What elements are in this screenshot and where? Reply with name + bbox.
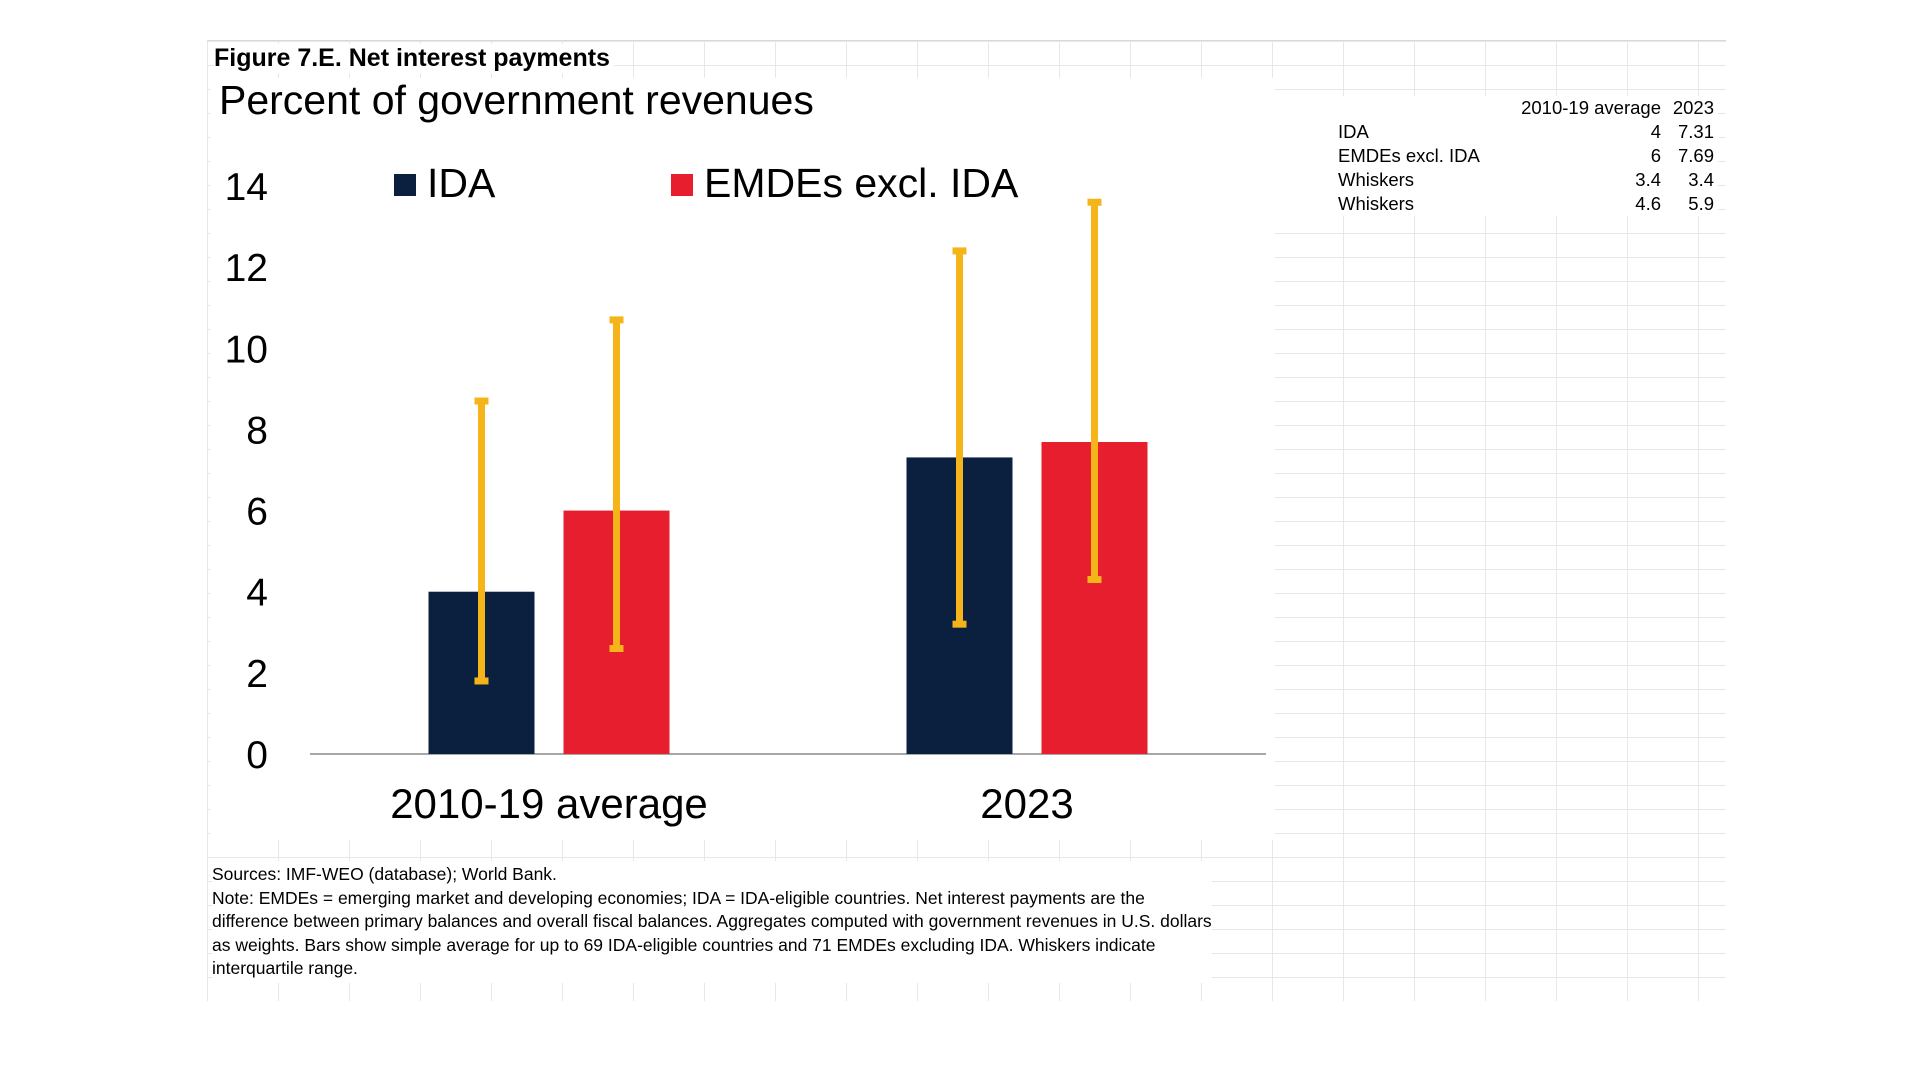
chart-notes: Sources: IMF-WEO (database); World Bank.… [212, 861, 1212, 983]
legend-label: EMDEs excl. IDA [704, 160, 1019, 206]
table-header-cell: 2010-19 average [1521, 97, 1661, 118]
figure-title: Figure 7.E. Net interest payments [214, 44, 614, 73]
table-cell: IDA [1338, 121, 1369, 142]
table-row: Whiskers 4.6 5.9 [1268, 192, 1718, 216]
table-cell: 4 [1650, 121, 1661, 142]
legend-swatch [394, 174, 416, 196]
legend-label: IDA [427, 160, 496, 206]
y-tick-label: 12 [225, 247, 268, 290]
table-cell: 3.4 [1688, 169, 1714, 190]
table-cell: 3.4 [1635, 169, 1661, 190]
table-row: IDA 4 7.31 [1268, 120, 1718, 144]
chart-area: Percent of government revenues 0 2 4 6 8 10 12 1… [210, 78, 1275, 840]
y-tick-label: 0 [246, 734, 268, 777]
table-header-row: 2010-19 average 2023 [1268, 96, 1718, 120]
y-tick-label: 2 [246, 653, 268, 696]
y-tick-label: 14 [225, 166, 268, 209]
table-cell: EMDEs excl. IDA [1338, 145, 1480, 166]
table-row: Whiskers 3.4 3.4 [1268, 168, 1718, 192]
y-tick-label: 4 [246, 572, 268, 615]
chart-title: Percent of government revenues [219, 78, 814, 123]
note-text: Note: EMDEs = emerging market and develo… [212, 887, 1212, 979]
table-cell: 7.69 [1677, 145, 1714, 166]
table-row: EMDEs excl. IDA 6 7.69 [1268, 144, 1718, 168]
table-header-cell: 2023 [1672, 97, 1714, 118]
table-cell: Whiskers [1338, 193, 1415, 214]
sources-text: Sources: IMF-WEO (database); World Bank. [212, 864, 557, 884]
table-cell: Whiskers [1338, 169, 1415, 190]
table-header-cell [1268, 96, 1502, 120]
bar-chart: Percent of government revenues 0 2 4 6 8 10 12 1… [219, 78, 1266, 827]
table-cell: 7.31 [1677, 121, 1714, 142]
legend-swatch [671, 174, 693, 196]
data-table: 2010-19 average 2023 IDA 4 7.31 EMDEs ex… [1268, 96, 1718, 216]
y-tick-label: 6 [246, 491, 268, 534]
table-cell: 6 [1650, 145, 1661, 166]
table-cell: 4.6 [1635, 193, 1661, 214]
x-tick-label: 2010-19 average [390, 780, 708, 827]
x-tick-label: 2023 [980, 780, 1073, 827]
y-tick-label: 8 [246, 409, 268, 452]
table-cell: 5.9 [1688, 193, 1714, 214]
y-tick-label: 10 [225, 328, 268, 371]
